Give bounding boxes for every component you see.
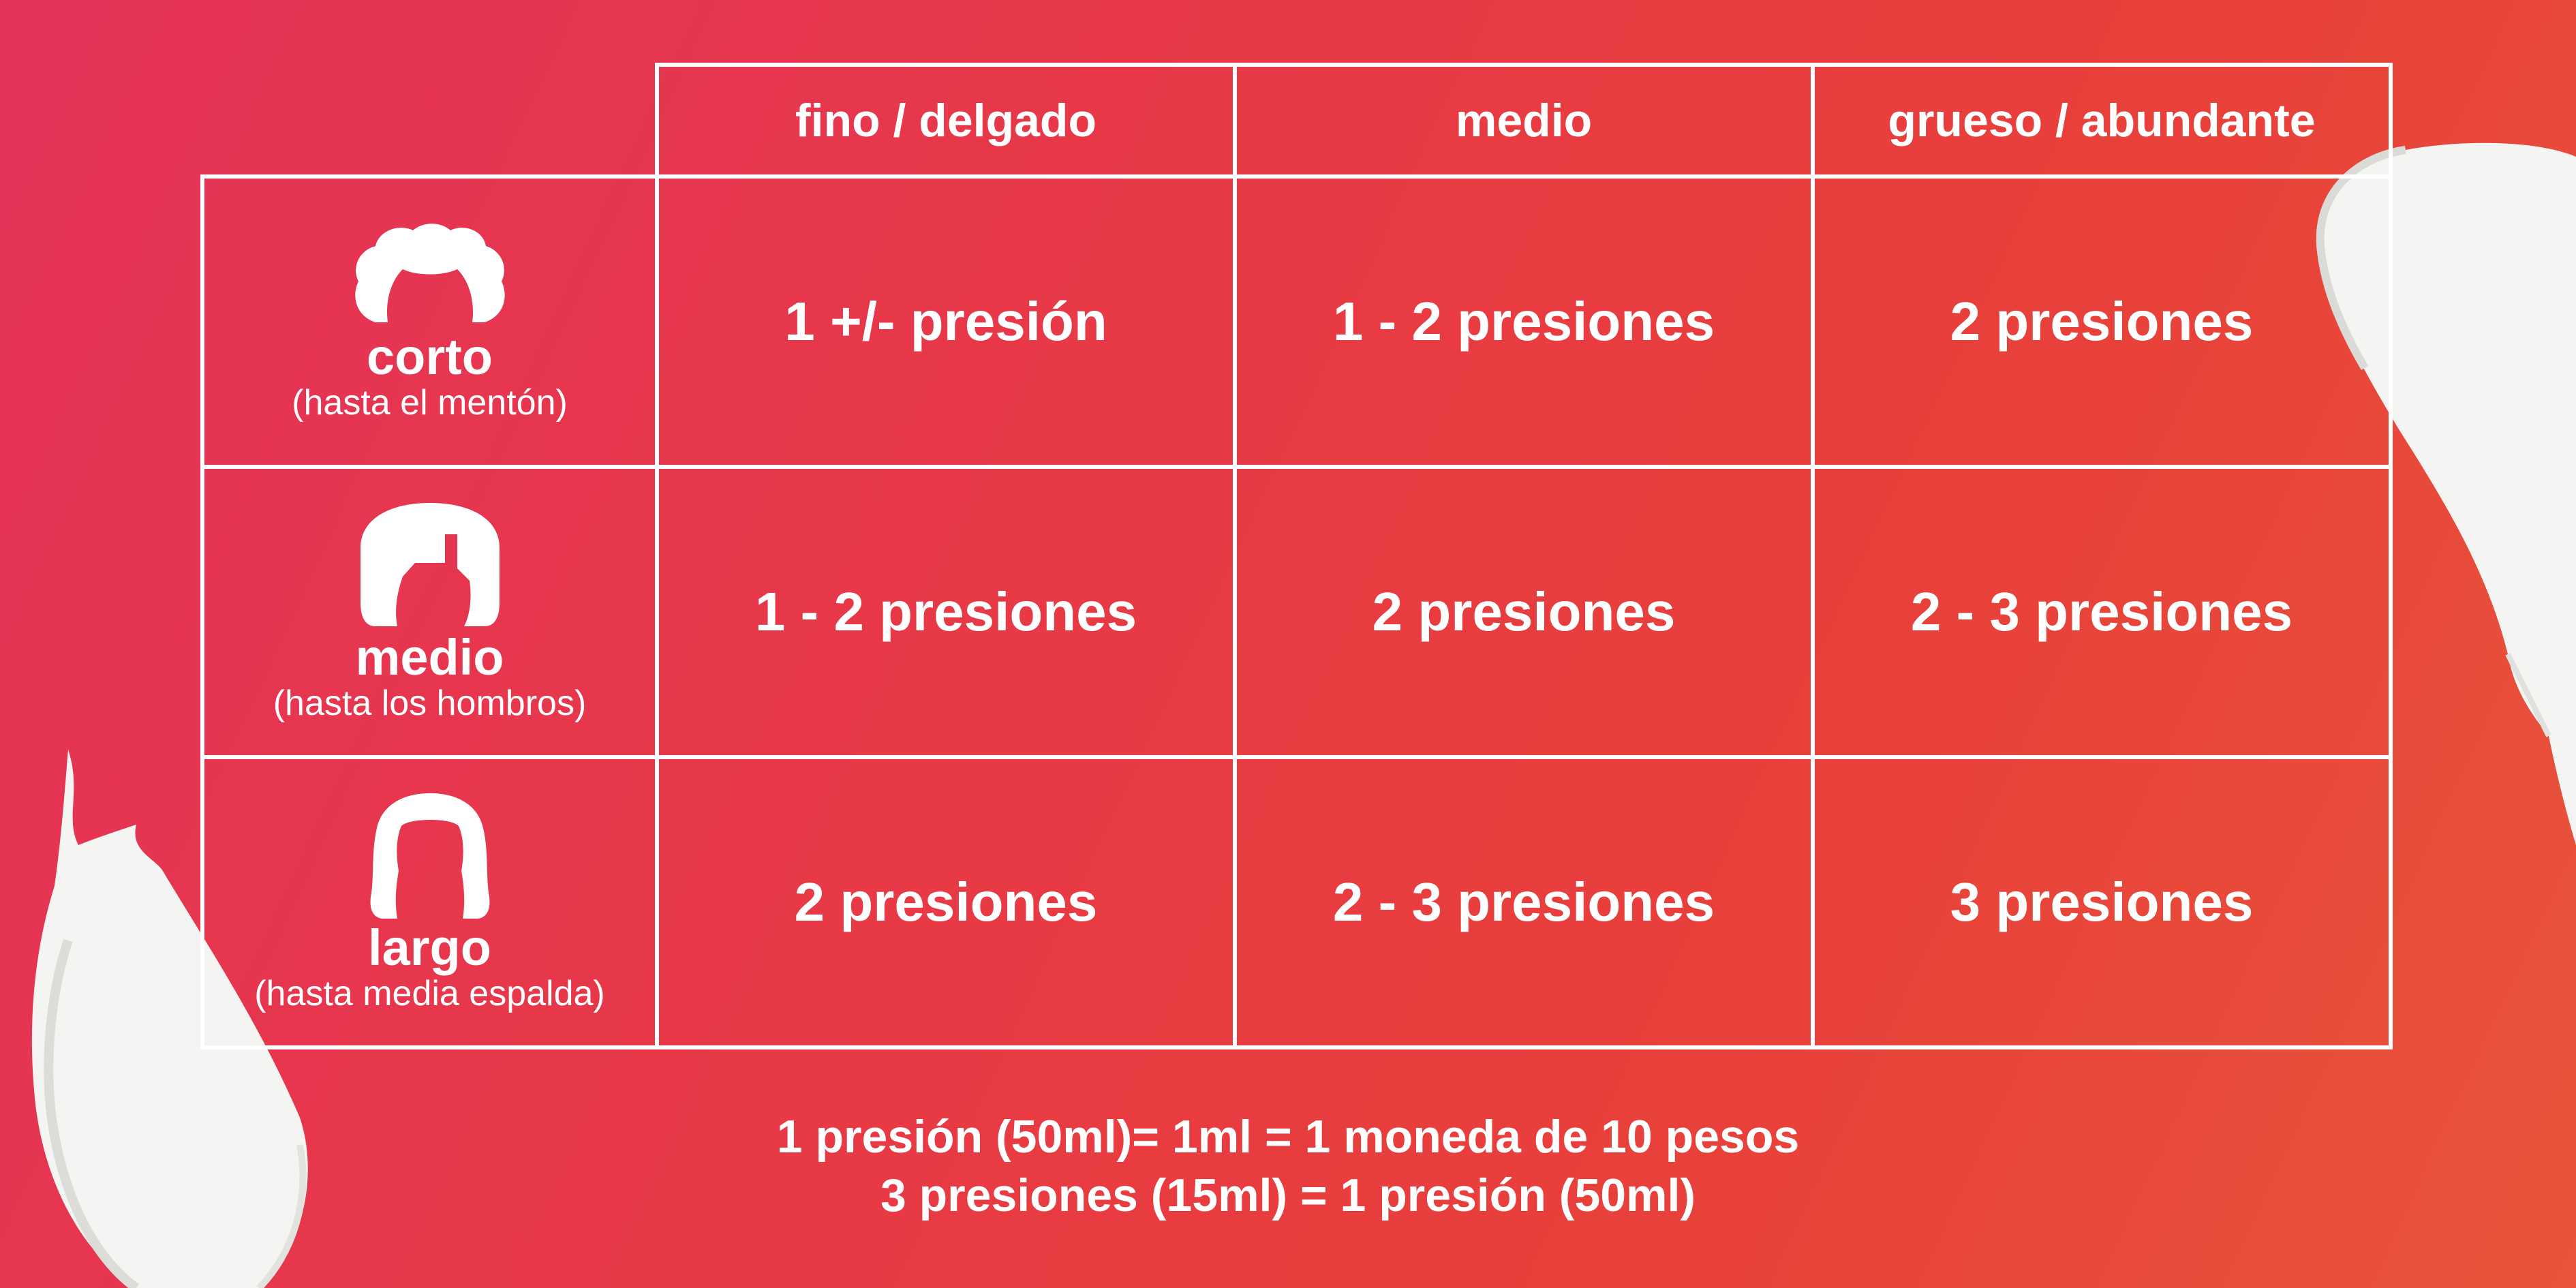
short-curly-hair-icon: [354, 224, 505, 322]
row-header-short: corto (hasta el mentón): [200, 174, 659, 469]
dose-cell: 2 presiones: [655, 755, 1237, 1049]
dose-cell: 2 - 3 presiones: [1811, 465, 2393, 759]
dose-cell: 3 presiones: [1811, 755, 2393, 1049]
length-detail-medium: (hasta los hombros): [273, 684, 587, 723]
table-header-row: fino / delgado medio grueso / abundante: [202, 63, 2393, 179]
table-row: medio (hasta los hombros) 1 - 2 presione…: [200, 465, 2393, 759]
column-header-thick: grueso / abundante: [1811, 63, 2393, 179]
column-header-medium: medio: [1233, 63, 1815, 179]
dose-cell: 1 - 2 presiones: [1233, 174, 1815, 469]
table-corner: [202, 65, 659, 179]
footnote-line-2: 3 presiones (15ml) = 1 presión (50ml): [880, 1169, 1696, 1221]
dose-cell: 1 - 2 presiones: [655, 465, 1237, 759]
dose-cell: 2 presiones: [1811, 174, 2393, 469]
dose-cell: 2 presiones: [1233, 465, 1815, 759]
column-header-fine: fino / delgado: [655, 63, 1237, 179]
length-detail-long: (hasta media espalda): [254, 974, 605, 1013]
dose-cell: 1 +/- presión: [655, 174, 1237, 469]
dose-cell: 2 - 3 presiones: [1233, 755, 1815, 1049]
length-detail-short: (hasta el mentón): [292, 383, 568, 423]
row-header-medium: medio (hasta los hombros): [200, 465, 659, 759]
dosage-table: fino / delgado medio grueso / abundante …: [200, 63, 2393, 1049]
length-label-short: corto: [367, 328, 493, 385]
table-row: largo (hasta media espalda) 2 presiones …: [200, 755, 2393, 1049]
length-label-long: largo: [368, 919, 491, 976]
length-label-medium: medio: [355, 629, 504, 686]
cream-swatch-left: [31, 750, 308, 1288]
row-header-long: largo (hasta media espalda): [200, 755, 659, 1049]
footnote-line-1: 1 presión (50ml)= 1ml = 1 moneda de 10 p…: [776, 1111, 1800, 1163]
medium-hair-icon: [360, 503, 500, 626]
dosage-footnote: 1 presión (50ml)= 1ml = 1 moneda de 10 p…: [0, 1107, 2576, 1225]
long-hair-icon: [370, 793, 489, 919]
table-row: corto (hasta el mentón) 1 +/- presión 1 …: [200, 174, 2393, 469]
